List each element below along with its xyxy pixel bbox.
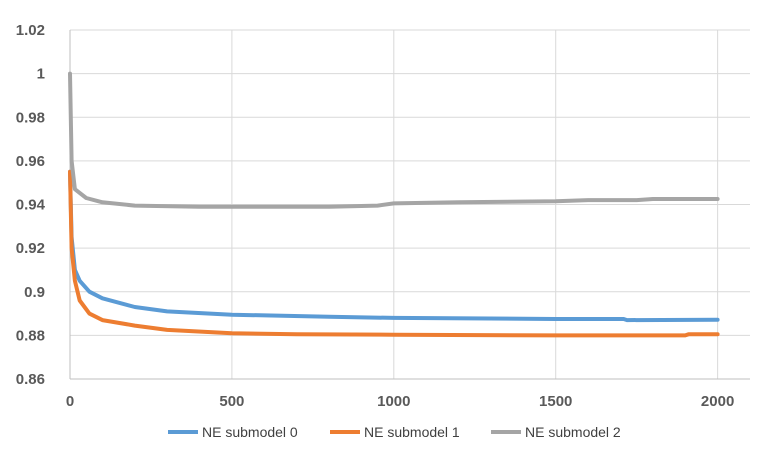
series-line-ne-submodel-1 <box>68 169 720 338</box>
y-tick-label: 0.98 <box>16 109 45 126</box>
y-tick-label: 0.94 <box>16 197 46 214</box>
x-tick-label: 2000 <box>701 393 734 410</box>
y-tick-label: 1 <box>37 66 45 83</box>
x-tick-label: 1000 <box>377 393 410 410</box>
x-axis-ticks: 0 500 1000 1500 2000 <box>66 393 734 410</box>
x-tick-label: 0 <box>66 393 74 410</box>
legend-label: NE submodel 0 <box>202 424 298 440</box>
legend: NE submodel 0 NE submodel 1 NE submodel 2 <box>168 424 621 440</box>
y-axis-ticks: 0.86 0.88 0.9 0.92 0.94 0.96 0.98 1 1.02 <box>16 22 46 388</box>
y-tick-label: 1.02 <box>16 22 45 39</box>
y-tick-label: 0.88 <box>16 327 45 344</box>
series-line-ne-submodel-0 <box>68 169 720 323</box>
series-line-ne-submodel-2 <box>68 71 720 209</box>
y-tick-label: 0.92 <box>16 240 45 257</box>
y-tick-label: 0.86 <box>16 371 45 388</box>
legend-label: NE submodel 2 <box>525 424 621 440</box>
y-tick-label: 0.96 <box>16 153 45 170</box>
x-tick-label: 1500 <box>539 393 572 410</box>
legend-label: NE submodel 1 <box>364 424 460 440</box>
y-tick-label: 0.9 <box>24 284 45 301</box>
x-tick-label: 500 <box>219 393 244 410</box>
series-lines <box>68 71 720 338</box>
